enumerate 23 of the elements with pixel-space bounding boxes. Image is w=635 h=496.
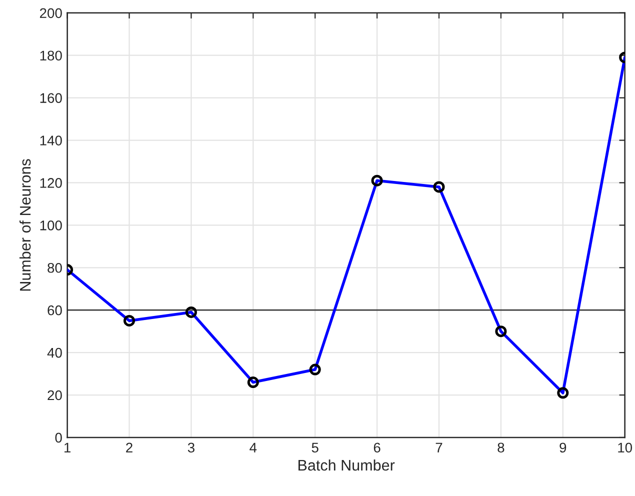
y-tick-label: 100	[40, 220, 62, 230]
x-tick-label: 2	[126, 442, 132, 452]
x-tick-label: 1	[64, 442, 70, 452]
y-tick-label: 20	[48, 390, 62, 400]
y-tick-label: 0	[55, 432, 62, 443]
x-tick-label: 8	[498, 442, 504, 453]
x-tick-label: 6	[374, 442, 380, 453]
y-tick-label: 160	[40, 93, 62, 103]
y-tick-label: 80	[48, 262, 62, 273]
x-tick-label: 10	[618, 442, 632, 453]
x-tick-label: 9	[560, 442, 566, 453]
y-tick-label: 180	[40, 50, 62, 61]
y-tick-label: 120	[40, 178, 62, 188]
x-tick-label: 5	[312, 442, 318, 453]
x-tick-label: 4	[250, 442, 257, 452]
y-tick-label: 140	[40, 136, 62, 146]
x-axis-title: Batch Number	[298, 459, 395, 471]
x-tick-label: 7	[436, 442, 442, 452]
y-tick-label: 60	[48, 305, 62, 316]
y-axis-title: Number of Neurons	[19, 159, 31, 291]
y-tick-label: 40	[47, 348, 62, 358]
y-tick-label: 200	[40, 8, 62, 18]
x-tick-label: 3	[188, 442, 194, 453]
